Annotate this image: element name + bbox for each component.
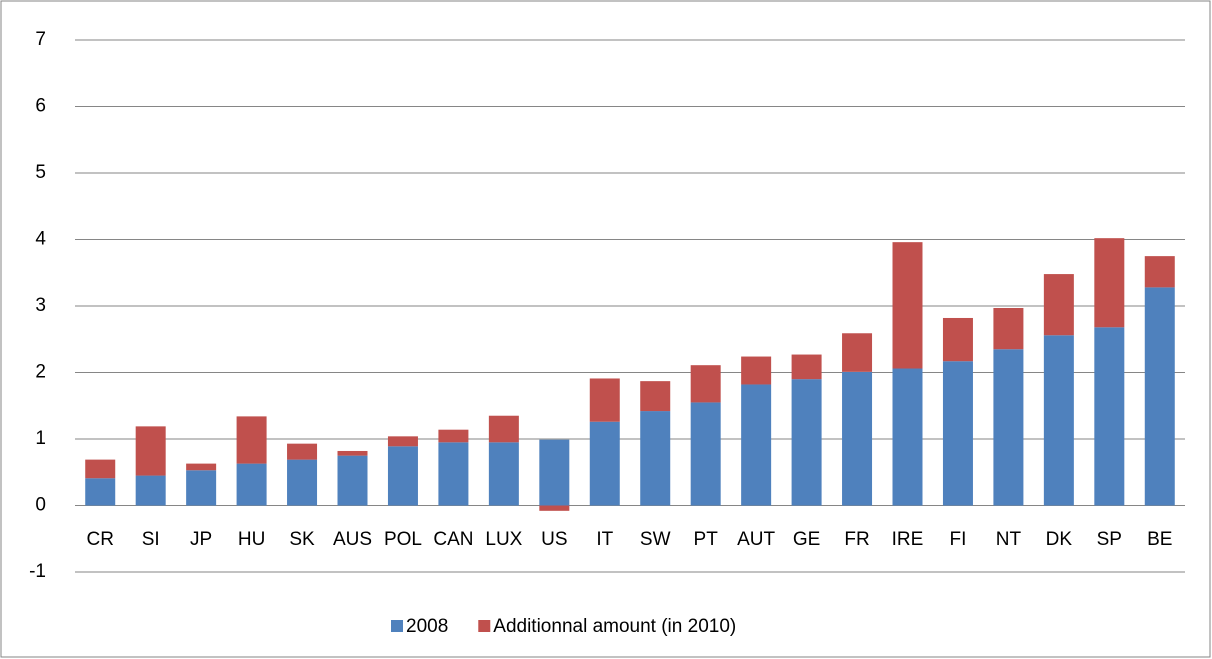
bar-segment — [791, 379, 822, 506]
bar-segment — [1094, 238, 1125, 328]
bar-segment — [993, 349, 1024, 506]
bar-segment — [387, 436, 418, 447]
y-tick-label: 7 — [35, 29, 46, 50]
bar-segment — [640, 411, 671, 506]
y-tick-label: 6 — [35, 96, 46, 117]
x-tick-label: CR — [87, 529, 114, 550]
bar-segment — [438, 429, 469, 443]
bar-segment — [892, 242, 923, 369]
x-tick-label: IRE — [892, 529, 924, 550]
bar-segment — [1043, 274, 1074, 336]
bar-segment — [589, 378, 620, 422]
y-tick-label: 0 — [35, 495, 46, 516]
y-tick-label: 1 — [35, 428, 46, 449]
x-tick-label: US — [541, 529, 567, 550]
bar-segment — [337, 455, 368, 506]
x-tick-label: DK — [1046, 529, 1073, 550]
y-tick-label: 2 — [35, 362, 46, 383]
x-tick-label: PT — [694, 529, 719, 550]
bar-segment — [892, 368, 923, 506]
legend-label: 2008 — [406, 616, 448, 637]
bar-segment — [186, 463, 217, 471]
x-tick-label: SP — [1097, 529, 1122, 550]
bar-segment — [488, 442, 519, 506]
bar-segment — [287, 443, 318, 460]
legend-label: Additionnal amount (in 2010) — [493, 616, 736, 637]
x-tick-label: BE — [1147, 529, 1172, 550]
bar-segment — [842, 371, 873, 506]
bar-segment — [690, 402, 721, 506]
x-tick-label: CAN — [433, 529, 473, 550]
x-tick-label: SK — [289, 529, 315, 550]
bar-segment — [1144, 287, 1175, 506]
bar-segment — [741, 356, 772, 385]
bar-segment — [135, 426, 166, 476]
x-tick-label: FR — [844, 529, 869, 550]
legend-swatch — [391, 620, 403, 632]
x-tick-label: AUS — [333, 529, 372, 550]
y-tick-label: -1 — [29, 561, 46, 582]
bar-segment — [539, 505, 570, 511]
x-tick-label: POL — [384, 529, 422, 550]
y-tick-label: 5 — [35, 162, 46, 183]
bar-segment — [791, 354, 822, 380]
x-tick-label: NT — [996, 529, 1022, 550]
x-tick-label: FI — [950, 529, 967, 550]
bar-segment — [993, 307, 1024, 350]
bar-segment — [942, 317, 973, 362]
y-tick-label: 3 — [35, 295, 46, 316]
bar-segment — [236, 416, 267, 464]
bar-segment — [589, 421, 620, 506]
x-tick-label: AUT — [737, 529, 775, 550]
bar-segment — [287, 459, 318, 506]
bar-segment — [337, 450, 368, 456]
bar-segment — [942, 361, 973, 506]
x-tick-label: SI — [142, 529, 160, 550]
x-tick-label: IT — [596, 529, 613, 550]
x-tick-label: HU — [238, 529, 265, 550]
bar-segment — [186, 470, 217, 506]
bar-segment — [640, 381, 671, 412]
y-tick-label: 4 — [35, 229, 46, 250]
legend-swatch — [478, 620, 491, 632]
bar-segment — [842, 333, 873, 372]
bar-segment — [236, 463, 267, 506]
bar-segment — [539, 439, 570, 506]
bar-segment — [438, 442, 469, 506]
bar-segment — [690, 365, 721, 403]
bar-segment — [1144, 256, 1175, 288]
x-tick-label: JP — [190, 529, 212, 550]
bar-segment — [387, 446, 418, 506]
bar-segment — [85, 459, 116, 479]
bar-segment — [1043, 335, 1074, 506]
bar-segment — [85, 478, 116, 506]
bar-segment — [741, 384, 772, 506]
x-tick-label: LUX — [485, 529, 522, 550]
bar-segment — [135, 475, 166, 506]
bar-segment — [488, 415, 519, 443]
bar-segment — [1094, 327, 1125, 506]
x-tick-label: GE — [793, 529, 820, 550]
x-tick-label: SW — [640, 529, 671, 550]
